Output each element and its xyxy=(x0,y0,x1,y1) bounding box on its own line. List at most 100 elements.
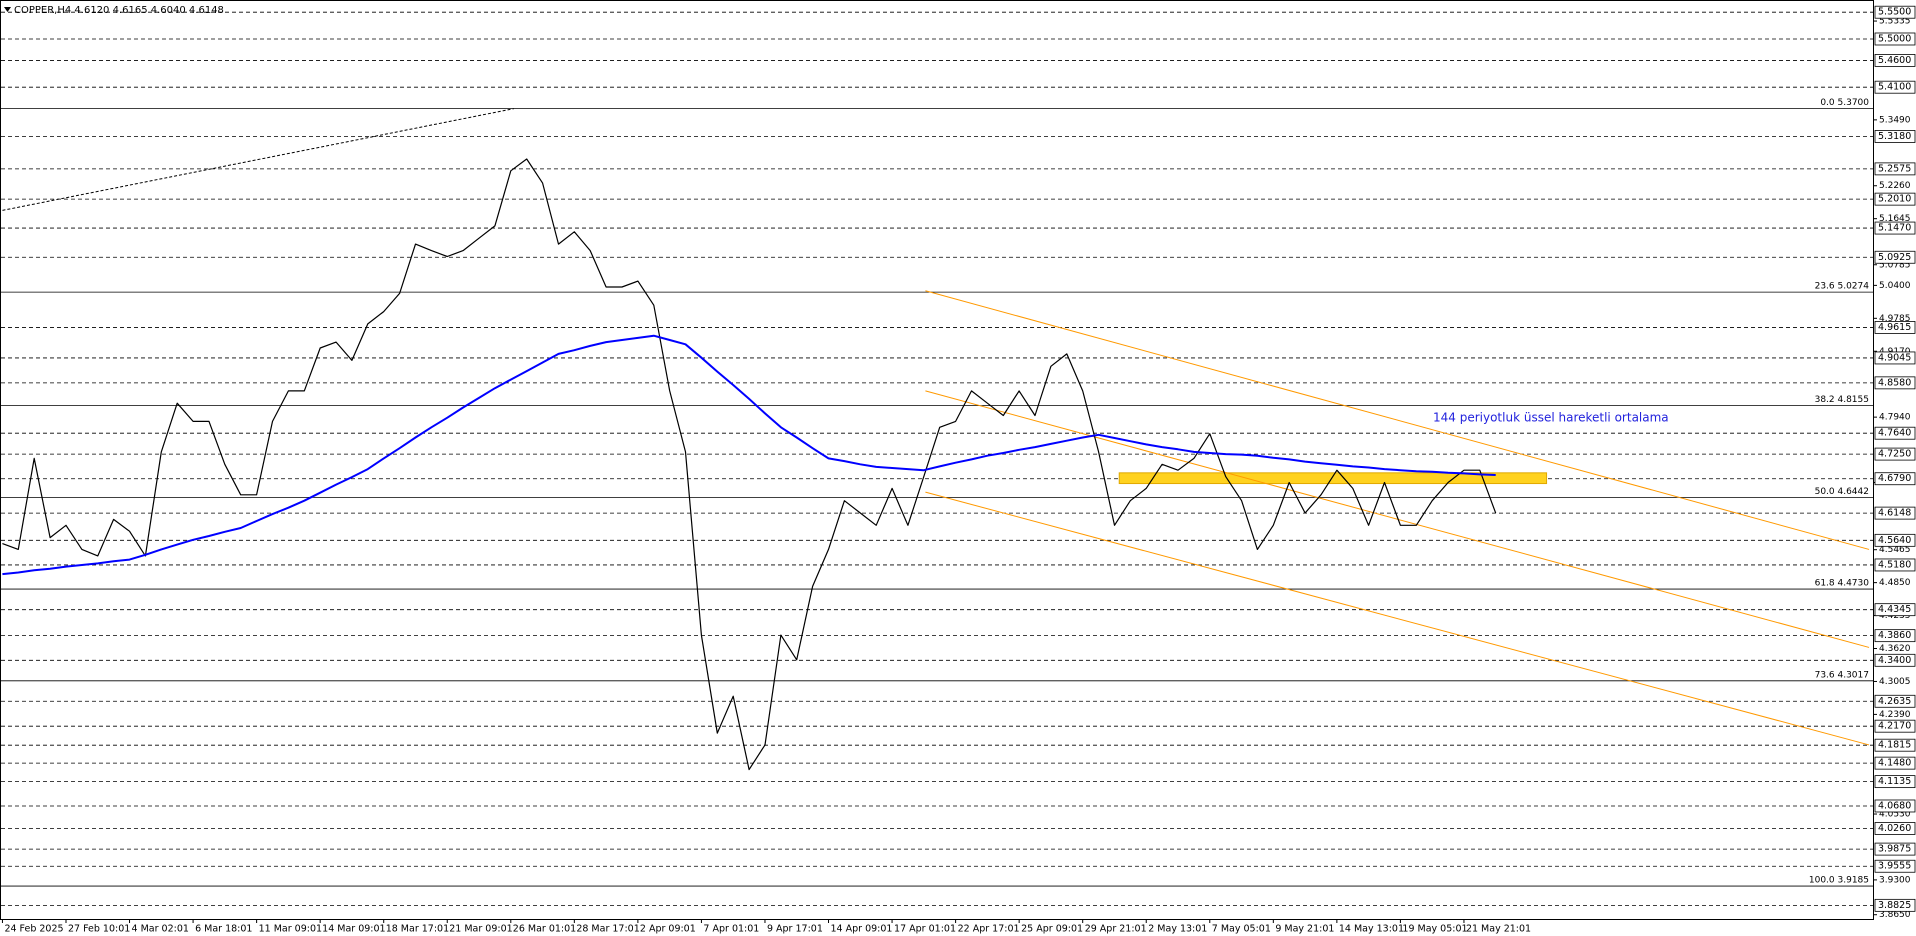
level-label: 4.7250 xyxy=(1878,449,1911,460)
level-label: 4.6790 xyxy=(1878,473,1911,484)
level-label-box xyxy=(1874,719,1916,733)
level-label-box xyxy=(1874,5,1916,19)
y-tick-label: 4.0530 xyxy=(1879,810,1911,820)
level-label: 5.5500 xyxy=(1878,7,1911,18)
level-label-box xyxy=(1874,376,1916,390)
level-label-box xyxy=(1874,775,1916,789)
fib-label: 100.0 3.9185 xyxy=(1809,876,1869,886)
level-label: 4.3860 xyxy=(1878,630,1911,641)
level-label-box xyxy=(1874,629,1916,643)
level-label-box xyxy=(1874,80,1916,94)
x-tick-label: 7 May 05:01 xyxy=(1212,924,1271,935)
level-label: 5.1470 xyxy=(1878,223,1911,234)
level-label-box xyxy=(1874,603,1916,617)
level-label: 4.0680 xyxy=(1878,800,1911,811)
level-label-box xyxy=(1874,558,1916,572)
level-label: 4.9045 xyxy=(1878,352,1911,363)
level-label: 4.4345 xyxy=(1878,604,1911,615)
y-tick-label: 4.2390 xyxy=(1879,710,1911,720)
x-tick-label: 22 Apr 17:01 xyxy=(958,924,1020,935)
level-label: 4.1815 xyxy=(1878,740,1911,751)
trendline xyxy=(2,108,515,211)
y-tick-label: 4.9785 xyxy=(1879,314,1911,324)
level-label-box xyxy=(1874,130,1916,143)
level-label-box xyxy=(1874,351,1916,365)
fib-label: 61.8 4.4730 xyxy=(1815,579,1870,589)
level-label: 4.8580 xyxy=(1878,377,1911,388)
fib-label: 0.0 5.3700 xyxy=(1820,98,1869,108)
fib-label: 23.6 5.0274 xyxy=(1815,282,1870,292)
level-label-box xyxy=(1874,472,1916,486)
level-label-box xyxy=(1874,533,1916,547)
y-tick-label: 4.5465 xyxy=(1879,545,1911,555)
x-tick-label: 29 Apr 21:01 xyxy=(1085,924,1147,935)
y-tick-label: 5.3490 xyxy=(1879,115,1911,125)
level-label: 4.3400 xyxy=(1878,655,1911,666)
trendline xyxy=(925,290,1870,550)
x-tick-label: 14 Mar 09:01 xyxy=(322,924,385,935)
x-tick-label: 2 May 13:01 xyxy=(1148,924,1207,935)
menu-arrow[interactable] xyxy=(4,7,11,12)
x-tick-label: 21 Mar 09:01 xyxy=(449,924,512,935)
x-tick-label: 26 Mar 01:01 xyxy=(513,924,576,935)
x-tick-label: 9 May 21:01 xyxy=(1275,924,1334,935)
y-tick-label: 5.5335 xyxy=(1879,17,1911,27)
x-tick-label: 17 Apr 01:01 xyxy=(894,924,956,935)
x-tick-label: 18 Mar 17:01 xyxy=(386,924,449,935)
level-label: 5.4100 xyxy=(1878,82,1911,93)
level-label-box xyxy=(1874,756,1916,770)
level-label-box xyxy=(1874,426,1916,440)
level-label-box xyxy=(1874,162,1916,176)
level-label-box xyxy=(1874,842,1916,856)
y-tick-label: 5.0785 xyxy=(1879,260,1911,270)
x-tick-label: 4 Mar 02:01 xyxy=(132,924,189,935)
level-label-box xyxy=(1874,653,1916,667)
price-line xyxy=(2,158,1497,771)
level-label-box xyxy=(1874,506,1916,520)
level-label-box xyxy=(1874,799,1916,813)
x-tick-label: 9 Apr 17:01 xyxy=(767,924,823,935)
level-label: 3.8825 xyxy=(1878,900,1911,911)
support-zone xyxy=(1118,472,1548,485)
x-tick-label: 28 Mar 17:01 xyxy=(576,924,639,935)
level-label: 4.0260 xyxy=(1878,823,1911,834)
trendline xyxy=(925,390,1870,648)
x-tick-label: 7 Apr 01:01 xyxy=(703,924,759,935)
level-label-box xyxy=(1874,447,1916,461)
level-label: 4.5640 xyxy=(1878,535,1911,546)
ema-line xyxy=(2,334,1496,576)
level-label: 4.2635 xyxy=(1878,696,1911,707)
level-label-box xyxy=(1874,321,1916,334)
y-tick-label: 4.7940 xyxy=(1879,413,1911,423)
level-label: 4.9615 xyxy=(1878,322,1911,333)
level-label-box xyxy=(1874,54,1916,67)
x-tick-label: 2 Apr 09:01 xyxy=(640,924,696,935)
y-tick-label: 4.4850 xyxy=(1879,578,1911,588)
x-tick-label: 25 Apr 09:01 xyxy=(1021,924,1083,935)
level-label: 3.9875 xyxy=(1878,844,1911,855)
level-label-box xyxy=(1874,694,1916,708)
plot-frame xyxy=(0,0,1874,920)
fib-label: 50.0 4.6442 xyxy=(1815,487,1869,497)
level-label: 5.3180 xyxy=(1878,131,1911,142)
y-tick-label: 5.2260 xyxy=(1879,181,1911,191)
level-label: 5.0925 xyxy=(1878,252,1911,263)
chart-title: COPPER,H4 4.6120 4.6165 4.6040 4.6148 xyxy=(14,5,224,16)
y-tick-label: 3.9300 xyxy=(1879,875,1911,885)
level-label: 5.2575 xyxy=(1878,163,1911,174)
level-label-box xyxy=(1874,738,1916,752)
x-tick-label: 14 Apr 09:01 xyxy=(831,924,893,935)
level-label-box xyxy=(1874,859,1916,873)
level-label: 4.2170 xyxy=(1878,721,1911,732)
fib-label: 73.6 4.3017 xyxy=(1815,670,1869,680)
x-tick-label: 27 Feb 10:01 xyxy=(68,924,130,935)
level-label: 3.9555 xyxy=(1878,861,1911,872)
x-tick-label: 6 Mar 18:01 xyxy=(195,924,252,935)
level-label-box xyxy=(1874,250,1916,264)
level-label: 5.5000 xyxy=(1878,33,1911,44)
level-label-box xyxy=(1874,32,1916,46)
level-label: 4.1135 xyxy=(1878,776,1911,787)
level-label: 4.7640 xyxy=(1878,428,1911,439)
y-tick-label: 3.8650 xyxy=(1879,910,1911,920)
